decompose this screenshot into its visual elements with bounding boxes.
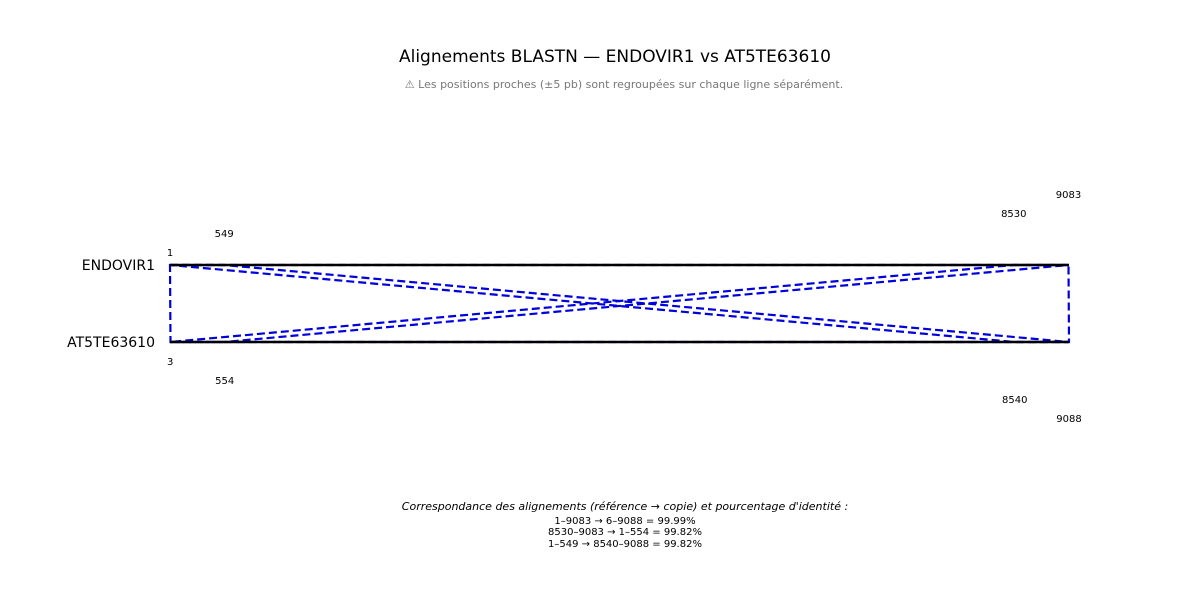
reference-position-label: 1 <box>167 248 173 259</box>
query-position-label: 9088 <box>1056 414 1081 425</box>
query-name: AT5TE63610 <box>67 335 155 351</box>
summary-line: 8530–9083 → 1–554 = 99.82% <box>0 527 1200 539</box>
alignment-lines <box>170 265 1069 342</box>
query-position-label: 8540 <box>1002 395 1027 406</box>
reference-name: ENDOVIR1 <box>82 258 155 274</box>
reference-position-label: 8530 <box>1001 209 1026 220</box>
reference-position-label: 9083 <box>1056 190 1081 201</box>
summary-line: 1–9083 → 6–9088 = 99.99% <box>0 516 1200 528</box>
reference-position-labels: 1 549 8530 9083 <box>167 190 1081 259</box>
reference-position-label: 549 <box>215 229 234 240</box>
summary-title: Correspondance des alignements (référenc… <box>0 501 1200 513</box>
summary-line: 1–549 → 8540–9088 = 99.82% <box>0 539 1200 551</box>
query-position-label: 3 <box>167 357 173 368</box>
query-position-labels: 3 554 8540 9088 <box>167 357 1082 425</box>
query-position-label: 554 <box>215 376 234 387</box>
alignment-summary: Correspondance des alignements (référenc… <box>0 501 1200 551</box>
